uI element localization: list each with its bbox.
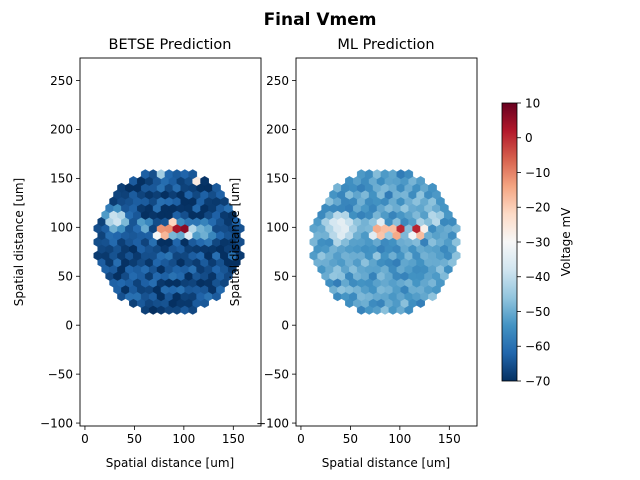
betse-x-ticks: 0 50 100 150 (81, 426, 245, 446)
y-tick-label: 100 (266, 221, 289, 235)
colorbar-label: Voltage mV (559, 207, 573, 277)
ml-panel-title: ML Prediction (337, 37, 434, 53)
x-tick-label: 50 (343, 432, 358, 446)
colorbar: 10 0 −10 −20 −30 −40 −50 −60 −70 Voltage mV (501, 96, 573, 388)
hex-cell (188, 169, 198, 180)
colorbar-tick-label: −30 (525, 235, 550, 249)
colorbar-tick-label: −50 (525, 305, 550, 319)
colorbar-strip (501, 102, 518, 382)
ml-x-ticks: 0 50 100 150 (297, 426, 461, 446)
y-tick-label: −50 (48, 367, 73, 381)
hex-cell (212, 182, 221, 193)
colorbar-tick-label: −10 (525, 166, 550, 180)
y-tick-label: 0 (281, 318, 289, 332)
y-tick-label: 150 (50, 172, 73, 186)
betse-y-axis-label: Spatial distance [um] (12, 178, 26, 306)
ml-hex-cells (309, 169, 461, 315)
hex-cell (200, 176, 209, 186)
ml-x-axis-label: Spatial distance [um] (322, 456, 450, 470)
x-tick-label: 100 (388, 432, 411, 446)
colorbar-ticks: 10 0 −10 −20 −30 −40 −50 −60 −70 (517, 96, 550, 388)
y-tick-label: 200 (266, 123, 289, 137)
y-tick-label: 100 (50, 221, 73, 235)
y-tick-label: −100 (256, 416, 289, 430)
x-tick-label: 0 (297, 432, 305, 446)
ml-y-axis-label: Spatial distance [um] (228, 178, 242, 306)
y-tick-label: −100 (40, 416, 73, 430)
betse-axes-frame (79, 57, 262, 427)
ml-prediction-panel: ML Prediction 0 50 100 150 −100 −50 0 50 100 150… (228, 37, 478, 470)
x-tick-label: 150 (438, 432, 461, 446)
colorbar-tick-label: −40 (525, 270, 550, 284)
colorbar-tick-label: −20 (525, 201, 550, 215)
y-tick-label: 250 (266, 74, 289, 88)
y-tick-label: 150 (266, 172, 289, 186)
y-tick-label: 50 (274, 270, 289, 284)
y-tick-label: 0 (65, 318, 73, 332)
x-tick-label: 50 (127, 432, 142, 446)
x-tick-label: 0 (81, 432, 89, 446)
hex-cell (428, 182, 437, 193)
colorbar-tick-label: 0 (525, 131, 533, 145)
y-tick-label: 50 (58, 270, 73, 284)
betse-hex-cells (93, 169, 245, 315)
y-tick-label: 200 (50, 123, 73, 137)
hex-cell (404, 169, 414, 180)
ml-y-ticks: −100 −50 0 50 100 150 200 250 (256, 74, 296, 430)
betse-panel-title: BETSE Prediction (109, 37, 232, 53)
colorbar-tick-label: −60 (525, 340, 550, 354)
betse-x-axis-label: Spatial distance [um] (106, 456, 234, 470)
colorbar-tick-label: 10 (525, 96, 540, 110)
betse-prediction-panel: BETSE Prediction 0 50 100 150 −100 −50 0 50 100… (12, 37, 262, 470)
x-tick-label: 150 (222, 432, 245, 446)
ml-axes-frame (295, 57, 478, 427)
hex-cell (416, 176, 425, 186)
y-tick-label: −50 (264, 367, 289, 381)
y-tick-label: 250 (50, 74, 73, 88)
betse-y-ticks: −100 −50 0 50 100 150 200 250 (40, 74, 80, 430)
x-tick-label: 100 (172, 432, 195, 446)
figure-title: Final Vmem (264, 10, 377, 30)
colorbar-tick-label: −70 (525, 374, 550, 388)
